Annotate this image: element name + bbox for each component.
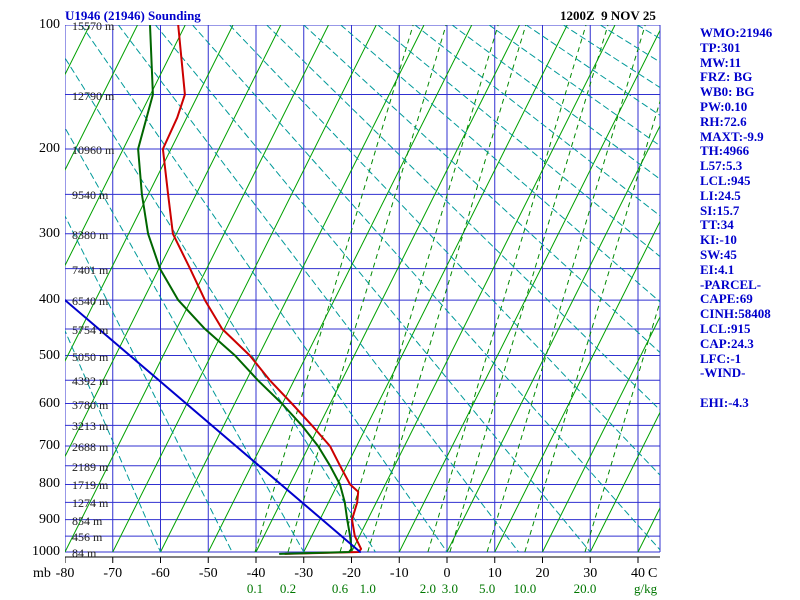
pressure-label: 800 xyxy=(39,476,60,492)
skewt-plot-canvas xyxy=(65,25,661,563)
mixing-ratio-lines xyxy=(254,25,660,552)
temp-label: -20 xyxy=(342,566,361,581)
height-label: 5050 m xyxy=(72,349,109,364)
mixing-ratio-label: 0.6 xyxy=(331,581,349,596)
page-title: U1946 (21946) Sounding xyxy=(65,8,201,23)
pressure-label: 700 xyxy=(39,438,60,454)
stats-line: EI:4.1 xyxy=(700,261,735,277)
stats-line: WB0: BG xyxy=(700,84,755,100)
stats-line: CINH:58408 xyxy=(700,306,771,322)
height-label: 9540 m xyxy=(72,188,109,203)
skewed-isotherms xyxy=(65,25,660,552)
temp-label: -80 xyxy=(55,566,75,581)
pressure-temperature-grid xyxy=(65,25,661,553)
height-label: 15570 m xyxy=(72,19,115,33)
stats-line: MW:11 xyxy=(700,54,742,70)
mixing-ratio-label: 20.0 xyxy=(573,581,597,596)
mixing-ratio-label: 5.0 xyxy=(478,581,496,596)
stats-line: LCL:915 xyxy=(700,320,751,336)
height-label: 10960 m xyxy=(72,142,115,157)
height-label: 7401 m xyxy=(72,262,109,277)
dewpoint-trace xyxy=(137,25,353,555)
pressure-label: 500 xyxy=(39,347,60,363)
temp-label: 40 xyxy=(631,566,645,581)
stats-line: LFC:-1 xyxy=(700,350,742,366)
bottom-axis xyxy=(65,556,660,563)
stats-line: TP:301 xyxy=(700,39,741,55)
temp-label: -40 xyxy=(246,566,266,581)
temp-label: 0 xyxy=(443,566,451,581)
temp-label: 30 xyxy=(583,566,598,581)
stats-line: CAP:24.3 xyxy=(700,335,754,351)
stats-line: LCL:945 xyxy=(700,172,751,188)
temp-label: -30 xyxy=(294,566,314,581)
stats-panel: WMO:21946 TP:301 MW:11 FRZ: BG WB0: BG PW:0.1… xyxy=(700,25,773,411)
stats-line: LI:24.5 xyxy=(700,187,741,203)
temp-label: -10 xyxy=(389,566,409,581)
pressure-unit-label: mb xyxy=(33,566,51,581)
height-label: 3780 m xyxy=(72,397,109,412)
stats-line: MAXT:-9.9 xyxy=(700,128,764,144)
dry-adiabats xyxy=(65,25,660,552)
stats-line: KI:-10 xyxy=(700,232,737,248)
stats-line: RH:72.6 xyxy=(700,113,747,129)
temp-label: 10 xyxy=(487,566,502,581)
temp-unit-label: C xyxy=(648,566,658,581)
stats-line: -PARCEL- xyxy=(700,276,762,292)
parcel-ascent-trace xyxy=(65,299,362,553)
stats-line: -WIND- xyxy=(700,365,746,381)
observation-datetime: 1200Z 9 NOV 25 xyxy=(560,8,656,23)
temp-label: 20 xyxy=(535,566,550,581)
height-label: 1274 m xyxy=(72,496,109,511)
temperature-trace xyxy=(161,25,363,555)
height-label: 3213 m xyxy=(72,419,109,434)
height-label: 6540 m xyxy=(72,294,109,309)
pressure-label: 1000 xyxy=(32,544,60,559)
stats-line: PW:0.10 xyxy=(700,98,748,114)
stats-line: WMO:21946 xyxy=(700,25,773,40)
stats-line: TH:4966 xyxy=(700,143,750,159)
height-label: 2189 m xyxy=(72,459,109,474)
mixing-ratio-label: 2.0 xyxy=(419,581,437,596)
height-label: 8380 m xyxy=(72,227,109,242)
pressure-label: 100 xyxy=(39,17,60,32)
height-label: 5754 m xyxy=(72,322,109,337)
pressure-label: 900 xyxy=(39,511,60,527)
mixing-ratio-label: 3.0 xyxy=(441,581,458,596)
height-label: 4392 m xyxy=(72,374,109,389)
stats-line: CAPE:69 xyxy=(700,291,753,307)
height-label: 2688 m xyxy=(72,440,109,455)
mixing-unit-label: g/kg xyxy=(634,581,658,596)
height-label: 84 m xyxy=(72,546,97,560)
temp-label: -50 xyxy=(198,566,218,581)
mixing-ratio-label: 10.0 xyxy=(513,581,537,596)
stats-line: TT:34 xyxy=(700,217,734,233)
temp-label: -60 xyxy=(151,566,170,581)
pressure-label: 200 xyxy=(39,140,60,156)
stats-line: SW:45 xyxy=(700,246,737,262)
pressure-label: 400 xyxy=(39,292,60,308)
temp-label: -70 xyxy=(103,566,123,581)
stats-line: L57:5.3 xyxy=(700,158,743,174)
pressure-label: 300 xyxy=(39,225,60,241)
stats-line: EHI:-4.3 xyxy=(700,394,749,410)
stats-line: FRZ: BG xyxy=(700,69,753,85)
stats-line xyxy=(700,381,772,396)
height-label: 1719 m xyxy=(72,478,109,493)
height-label: 456 m xyxy=(72,530,103,545)
mixing-ratio-label: 1.0 xyxy=(359,581,376,596)
stats-line: SI:15.7 xyxy=(700,202,740,218)
height-label: 12790 m xyxy=(72,88,115,103)
pressure-label: 600 xyxy=(39,395,60,411)
mixing-ratio-label: 0.2 xyxy=(279,581,297,596)
height-label: 854 m xyxy=(72,513,103,528)
mixing-ratio-label: 0.1 xyxy=(246,581,264,596)
